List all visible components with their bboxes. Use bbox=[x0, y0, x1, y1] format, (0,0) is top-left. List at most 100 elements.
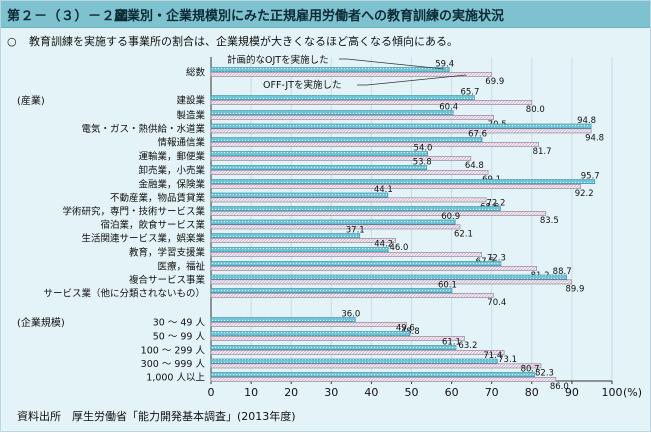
category-label: 宿泊業，飲食サービス業 bbox=[100, 219, 205, 231]
offjt-data-label: 69.9 bbox=[485, 77, 504, 87]
ojt-data-label: 60.1 bbox=[438, 281, 457, 291]
ojt-data-label: 95.7 bbox=[581, 172, 600, 182]
category-label: 50 ～ 99 人 bbox=[153, 332, 206, 343]
category-label: 教育，学習支援業 bbox=[129, 247, 206, 259]
offjt-bar bbox=[210, 197, 487, 203]
ojt-bar bbox=[210, 165, 428, 170]
offjt-bar bbox=[210, 363, 542, 369]
ojt-bar bbox=[210, 219, 456, 225]
ojt-data-label: 60.9 bbox=[441, 212, 460, 222]
offjt-data-label: 86.0 bbox=[550, 382, 569, 392]
offjt-bar bbox=[210, 238, 396, 243]
ojt-bar bbox=[210, 192, 389, 198]
x-tick-label: 60 bbox=[445, 386, 459, 399]
category-label: 金融業，保険業 bbox=[138, 179, 205, 191]
offjt-data-label: 64.8 bbox=[465, 161, 484, 171]
ojt-data-label: 53.8 bbox=[413, 158, 432, 168]
figure-title: 産業別・企業規模別にみた正規雇用労働者への教育訓練の実施状況 bbox=[114, 9, 505, 24]
category-label: 総数 bbox=[186, 67, 206, 79]
offjt-bar bbox=[210, 211, 547, 216]
ojt-data-label: 65.7 bbox=[460, 88, 479, 98]
category-label: 建設業 bbox=[176, 95, 205, 107]
offjt-bar bbox=[210, 115, 495, 120]
offjt-bar bbox=[210, 224, 461, 230]
offjt-bar bbox=[210, 376, 557, 382]
x-tick-label: 90 bbox=[565, 386, 579, 399]
x-tick-label: 10 bbox=[244, 386, 258, 399]
category-label: 生活関連サービス業，娯楽業 bbox=[81, 233, 205, 245]
offjt-bar bbox=[210, 142, 539, 147]
figure-header: 第２－（３）－２図 産業別・企業規模別にみた正規雇用労働者への教育訓練の実施状況 bbox=[1, 1, 650, 28]
offjt-bar bbox=[210, 156, 472, 161]
offjt-data-label: 46.0 bbox=[389, 243, 408, 253]
ojt-bar bbox=[210, 274, 567, 280]
ojt-bar bbox=[210, 123, 592, 129]
ojt-data-label: 49.6 bbox=[396, 324, 415, 334]
ojt-data-label: 36.0 bbox=[341, 310, 360, 320]
source-note: 資料出所 厚生労働省「能力開発基本調査」(2013年度) bbox=[17, 410, 296, 423]
category-label: 情報通信業 bbox=[157, 137, 205, 149]
ojt-data-label: 61.1 bbox=[442, 338, 461, 348]
offjt-bar bbox=[210, 184, 582, 189]
category-label: 製造業 bbox=[176, 110, 205, 122]
offjt-bar bbox=[210, 335, 465, 341]
category-label: 不動産業，物品賃貸業 bbox=[110, 192, 206, 204]
figure-summary: ○ 教育訓練を実施する事業所の割合は、企業規模が大きくなるほど高くなる傾向にある。 bbox=[7, 33, 458, 49]
x-unit-label: (%) bbox=[623, 386, 642, 399]
offjt-data-label: 94.8 bbox=[585, 134, 604, 144]
legend-ojt-leader bbox=[339, 58, 445, 70]
group-label: (産業) bbox=[17, 94, 45, 107]
offjt-bar bbox=[210, 265, 537, 271]
x-tick-label: 70 bbox=[485, 386, 499, 399]
ojt-bar bbox=[210, 331, 411, 336]
ojt-data-label: 94.8 bbox=[577, 116, 596, 126]
ojt-bar bbox=[210, 317, 356, 322]
ojt-data-label: 88.7 bbox=[553, 267, 572, 277]
x-tick-label: 30 bbox=[324, 386, 338, 399]
ojt-data-label: 44.2 bbox=[374, 240, 393, 250]
offjt-data-label: 80.0 bbox=[526, 105, 545, 115]
ojt-data-label: 44.1 bbox=[374, 185, 393, 195]
figure-number: 第２－（３）－２図 bbox=[7, 9, 129, 24]
offjt-bar bbox=[210, 100, 533, 105]
offjt-bar bbox=[210, 170, 489, 175]
offjt-data-label: 82.3 bbox=[535, 369, 554, 379]
ojt-bar bbox=[210, 137, 483, 142]
summary-text: 教育訓練を実施する事業所の割合は、企業規模が大きくなるほど高くなる傾向にある。 bbox=[29, 35, 458, 48]
ojt-data-label: 71.4 bbox=[483, 351, 502, 361]
category-label: 30 ～ 49 人 bbox=[153, 318, 206, 329]
x-tick-label: 20 bbox=[284, 386, 298, 399]
legend-offjt-leader bbox=[357, 74, 467, 86]
offjt-bar bbox=[210, 279, 572, 285]
offjt-data-label: 62.1 bbox=[454, 230, 473, 240]
ojt-bar bbox=[210, 372, 535, 377]
ojt-bar bbox=[210, 247, 389, 252]
category-label: 医療，福祉 bbox=[157, 261, 205, 273]
ojt-bar bbox=[210, 358, 498, 364]
ojt-data-label: 67.6 bbox=[468, 130, 487, 140]
offjt-bar bbox=[210, 72, 492, 77]
ojt-data-label: 80.7 bbox=[521, 365, 540, 375]
ojt-bar bbox=[210, 288, 453, 293]
category-label: 複合サービス事業 bbox=[129, 274, 206, 286]
ojt-data-label: 60.4 bbox=[439, 103, 458, 113]
legend-ojt-label: 計画的なOJTを実施した bbox=[227, 54, 329, 66]
offjt-data-label: 70.4 bbox=[487, 298, 506, 308]
offjt-data-label: 83.5 bbox=[540, 216, 559, 226]
offjt-bar bbox=[210, 292, 494, 298]
x-tick-label: 100 bbox=[602, 386, 623, 399]
group-label: (企業規模) bbox=[17, 316, 65, 329]
ojt-bar bbox=[210, 151, 428, 156]
x-tick-label: 40 bbox=[364, 386, 378, 399]
category-label: 学術研究，専門・技術サービス業 bbox=[62, 206, 205, 218]
ojt-bar bbox=[210, 179, 596, 184]
ojt-data-label: 59.4 bbox=[435, 60, 454, 70]
category-label: 100 ～ 299 人 bbox=[141, 346, 206, 357]
category-label: 運輸業，郵便業 bbox=[138, 151, 205, 163]
ojt-bar bbox=[210, 233, 361, 238]
offjt-data-label: 92.2 bbox=[575, 189, 594, 199]
offjt-data-label: 89.9 bbox=[565, 285, 584, 295]
category-label: 1,000 人以上 bbox=[146, 373, 205, 384]
